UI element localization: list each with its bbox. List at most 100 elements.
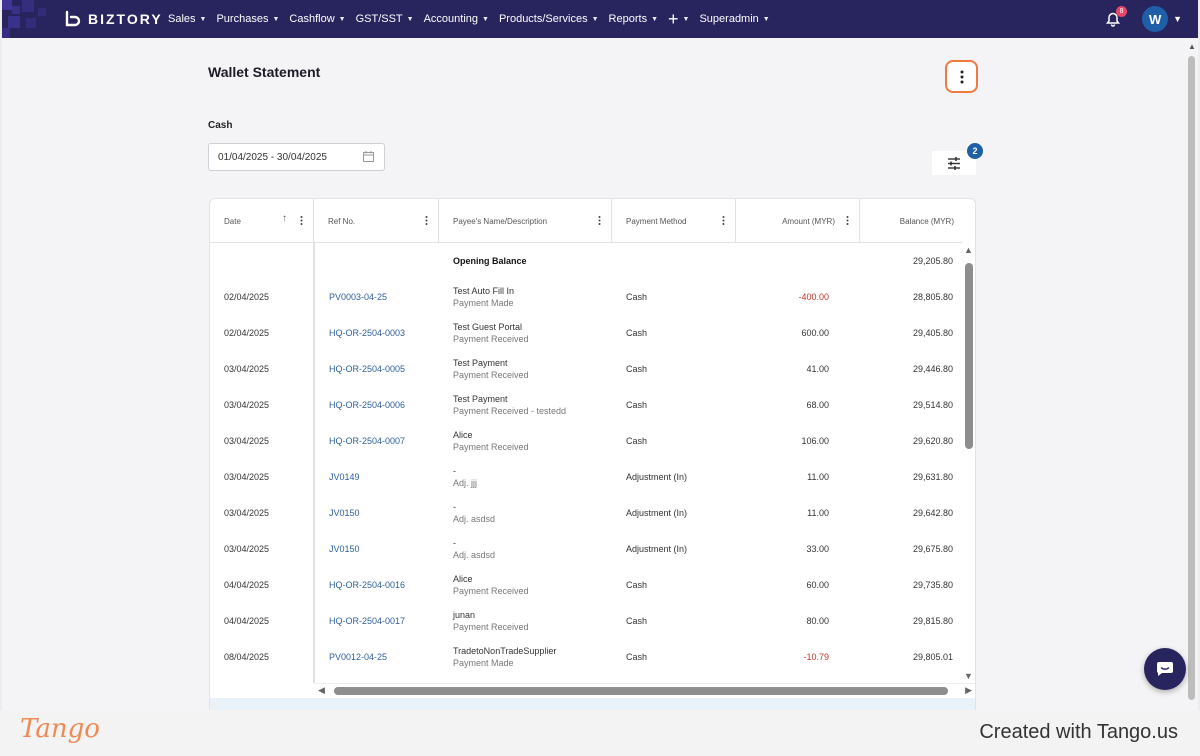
- nav-superadmin[interactable]: Superadmin ▼: [699, 13, 769, 25]
- row-payee-name: Alice: [453, 430, 473, 440]
- column-header-ref[interactable]: Ref No.: [314, 199, 439, 243]
- calendar-icon[interactable]: [363, 151, 374, 162]
- chevron-down-icon[interactable]: ▼: [1173, 14, 1182, 24]
- row-description: Payment Received: [453, 334, 529, 344]
- table-row[interactable]: 08/04/2025 PV0012-04-25 TradetoNonTradeSup…: [210, 639, 962, 675]
- opening-balance-value: 29,205.80: [912, 256, 953, 266]
- nav-quick-add[interactable]: + ▼: [668, 10, 689, 28]
- row-ref-link[interactable]: HQ-OR-2504-0006: [329, 400, 406, 410]
- column-header-date[interactable]: Date ↑: [210, 199, 314, 243]
- scroll-down-icon[interactable]: ▼: [964, 671, 973, 681]
- column-menu-icon[interactable]: [425, 216, 428, 225]
- date-range-value: 01/04/2025 - 30/04/2025: [218, 151, 327, 163]
- nav-accounting[interactable]: Accounting ▼: [424, 13, 489, 25]
- row-payee-name: -: [453, 538, 456, 548]
- nav-sales[interactable]: Sales ▼: [168, 13, 206, 25]
- row-payee-name: Test Payment: [453, 358, 508, 368]
- opening-balance-row[interactable]: Opening Balance 29,205.80: [210, 243, 962, 279]
- row-date: 03/04/2025: [224, 436, 270, 446]
- row-ref-link[interactable]: JV0150: [329, 544, 360, 554]
- row-payee-name: Alice: [453, 574, 473, 584]
- row-date: 03/04/2025: [224, 544, 270, 554]
- table-row[interactable]: 02/04/2025 PV0003-04-25 Test Auto Fill In P…: [210, 279, 962, 315]
- plus-icon: +: [668, 9, 679, 29]
- table-vertical-scrollbar[interactable]: ▲ ▼: [962, 243, 975, 683]
- column-header-balance[interactable]: Balance (MYR): [860, 199, 962, 243]
- column-header-amount-label: Amount (MYR): [782, 216, 835, 226]
- table-row[interactable]: 03/04/2025 HQ-OR-2504-0006 Test Payment Pay…: [210, 387, 962, 423]
- column-menu-icon[interactable]: [722, 216, 725, 225]
- table-horizontal-scrollbar[interactable]: ◀ ▶: [314, 683, 975, 697]
- nav-gst-sst[interactable]: GST/SST ▼: [356, 13, 414, 25]
- row-ref-link[interactable]: HQ-OR-2504-0017: [329, 616, 406, 626]
- column-header-balance-label: Balance (MYR): [899, 216, 954, 226]
- wallet-statement-table: Date ↑ Ref No. Payee's Name/Description …: [209, 198, 976, 718]
- row-amount: 600.00: [801, 328, 829, 338]
- user-area: 8 W ▼: [1102, 0, 1182, 38]
- column-header-amount[interactable]: Amount (MYR): [736, 199, 860, 243]
- scroll-right-icon[interactable]: ▶: [965, 685, 972, 695]
- table-header: Date ↑ Ref No. Payee's Name/Description …: [210, 199, 962, 243]
- brand-name: BIZTORY: [88, 11, 163, 27]
- page-scrollbar-thumb[interactable]: [1188, 56, 1195, 700]
- table-row[interactable]: 03/04/2025 HQ-OR-2504-0005 Test Payment Pay…: [210, 351, 962, 387]
- nav-cashflow[interactable]: Cashflow ▼: [289, 13, 345, 25]
- column-menu-icon[interactable]: [598, 216, 601, 225]
- nav-reports[interactable]: Reports ▼: [609, 13, 658, 25]
- row-amount: 33.00: [806, 544, 829, 554]
- date-range-input[interactable]: 01/04/2025 - 30/04/2025: [208, 143, 385, 171]
- scroll-up-icon[interactable]: ▲: [1188, 42, 1196, 51]
- table-horizontal-scrollbar-thumb[interactable]: [334, 687, 948, 695]
- column-menu-icon[interactable]: [300, 216, 303, 225]
- row-description: Adj. asdsd: [453, 550, 496, 560]
- table-row[interactable]: 04/04/2025 HQ-OR-2504-0017 junan Payment Re…: [210, 603, 962, 639]
- row-balance: 29,620.80: [912, 436, 953, 446]
- row-payee: Alice Payment Received: [453, 567, 529, 603]
- scroll-left-icon[interactable]: ◀: [318, 685, 325, 695]
- notifications-button[interactable]: 8: [1102, 6, 1128, 30]
- row-ref-link[interactable]: JV0150: [329, 508, 360, 518]
- row-ref-link[interactable]: HQ-OR-2504-0003: [329, 328, 406, 338]
- bell-icon: [1106, 12, 1121, 27]
- row-payee: TradetoNonTradeSupplier Payment Made: [453, 639, 556, 675]
- row-ref-link[interactable]: PV0003-04-25: [329, 292, 388, 302]
- pinned-column-divider: [313, 243, 315, 683]
- row-date: 03/04/2025: [224, 400, 270, 410]
- row-date: 02/04/2025: [224, 328, 270, 338]
- column-menu-icon[interactable]: [846, 216, 849, 225]
- row-balance: 29,631.80: [912, 472, 953, 482]
- row-ref-link[interactable]: HQ-OR-2504-0005: [329, 364, 406, 374]
- table-row[interactable]: 03/04/2025 HQ-OR-2504-0007 Alice Payment Re…: [210, 423, 962, 459]
- nav-purchases[interactable]: Purchases ▼: [216, 13, 279, 25]
- table-row[interactable]: 03/04/2025 JV0150 - Adj. asdsd Adjustment (I…: [210, 495, 962, 531]
- table-row[interactable]: 02/04/2025 HQ-OR-2504-0003 Test Guest Port…: [210, 315, 962, 351]
- user-avatar[interactable]: W: [1142, 6, 1169, 32]
- row-ref-link[interactable]: HQ-OR-2504-0016: [329, 580, 406, 590]
- table-row[interactable]: 03/04/2025 JV0150 - Adj. asdsd Adjustment (I…: [210, 531, 962, 567]
- table-row[interactable]: 04/04/2025 HQ-OR-2504-0016 Alice Payment Re…: [210, 567, 962, 603]
- table-row[interactable]: 03/04/2025 JV0149 - Adj. jjj Adjustment (In)…: [210, 459, 962, 495]
- column-header-method[interactable]: Payment Method: [612, 199, 736, 243]
- nav-superadmin-label: Superadmin: [699, 13, 759, 25]
- nav-gst-sst-label: GST/SST: [355, 13, 403, 25]
- table-vertical-scrollbar-thumb[interactable]: [965, 263, 973, 449]
- row-payee: Test Auto Fill In Payment Made: [453, 279, 514, 315]
- nav-products-services-label: Products/Services: [498, 13, 588, 25]
- row-payee: - Adj. asdsd: [453, 495, 495, 531]
- sort-ascending-icon[interactable]: ↑: [282, 213, 287, 224]
- brand[interactable]: BIZTORY: [2, 0, 168, 38]
- page-scrollbar[interactable]: ▲: [1186, 38, 1198, 710]
- chevron-down-icon: ▼: [762, 15, 770, 23]
- scroll-up-icon[interactable]: ▲: [964, 245, 973, 255]
- row-ref-link[interactable]: JV0149: [329, 472, 360, 482]
- column-header-payee[interactable]: Payee's Name/Description: [439, 199, 612, 243]
- more-options-button[interactable]: [945, 60, 978, 93]
- row-ref-link[interactable]: HQ-OR-2504-0007: [329, 436, 406, 446]
- row-payment-method: Adjustment (In): [626, 544, 688, 554]
- row-balance: 29,675.80: [912, 544, 953, 554]
- chevron-down-icon: ▼: [272, 15, 280, 23]
- row-ref-link[interactable]: PV0012-04-25: [329, 652, 388, 662]
- nav-products-services[interactable]: Products/Services ▼: [499, 13, 599, 25]
- chat-support-button[interactable]: [1144, 648, 1186, 690]
- row-payee-name: -: [453, 466, 456, 476]
